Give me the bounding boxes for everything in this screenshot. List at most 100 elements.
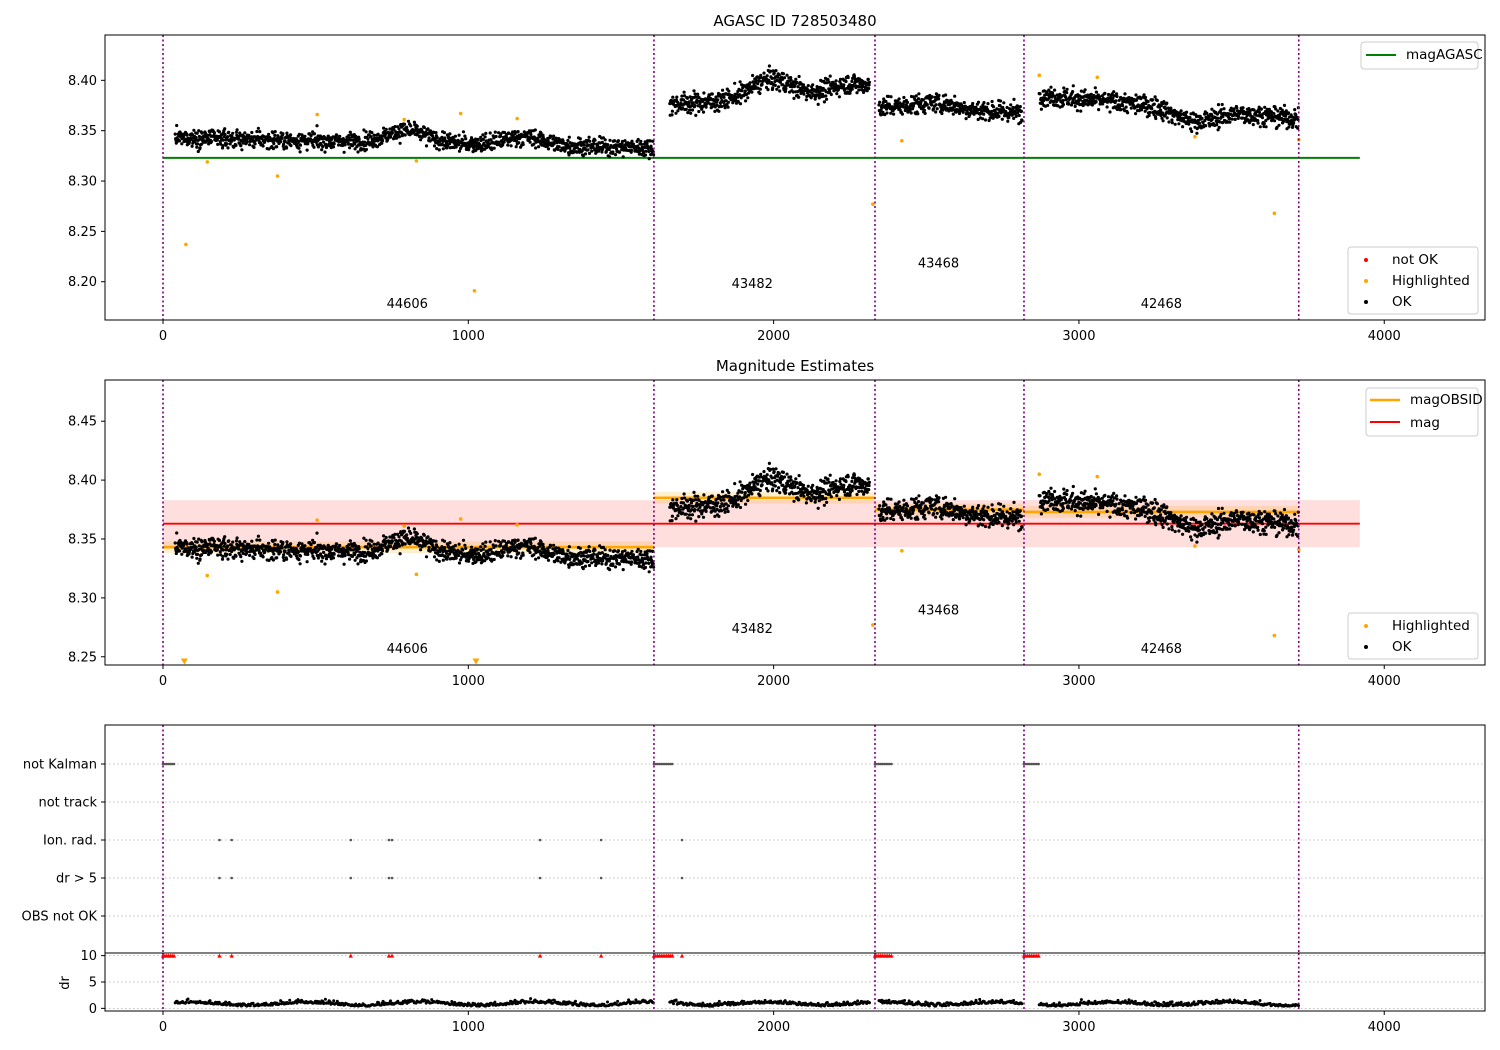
data-point-ok [1120,104,1125,108]
data-point-ok [1119,108,1123,112]
data-point-ok [442,131,446,135]
data-point-ok [1222,107,1226,111]
data-point-ok [916,112,920,116]
data-point-ok [848,91,852,95]
data-point-ok [616,139,621,143]
data-point-ok [513,540,517,544]
data-point-ok [537,145,541,149]
data-point-ok [690,108,695,112]
data-point-ok [559,149,563,153]
data-point-ok [857,88,861,92]
data-point-ok [424,144,429,148]
data-point-ok [1094,100,1098,104]
data-point-ok [916,500,921,504]
data-point-ok [370,539,374,543]
data-point-ok [804,501,809,505]
data-point-ok [644,149,648,153]
data-point-ok [303,544,307,548]
y-tick-label: 8.30 [68,175,97,190]
data-point-ok [608,138,612,142]
data-point-ok [1259,107,1263,111]
data-point-ok [1153,95,1157,99]
data-point-ok [825,97,829,101]
data-point-ok [884,503,888,507]
data-point-ok [674,517,678,521]
data-point-ok [1187,122,1191,126]
data-point-ok [369,544,373,548]
data-point-ok [337,143,341,147]
data-point-ok [930,103,934,107]
data-point-ok [554,136,558,140]
data-point-ok [743,491,747,495]
data-point-ok [588,139,592,143]
data-point-ok [237,137,241,141]
data-point-ok [190,133,194,137]
data-point-ok [581,154,585,158]
data-point-ok [852,74,857,78]
data-point-ok [552,543,556,547]
data-point-ok [822,100,827,104]
data-point-ok [696,494,700,498]
data-point-ok [1106,92,1111,97]
data-point-ok [801,83,806,87]
data-point-ok [835,92,839,96]
data-point-ok [321,556,325,560]
data-point-ok [445,141,449,145]
data-point-ok [489,138,493,142]
data-point-ok [1053,88,1057,92]
data-point-ok [280,136,284,140]
data-point-ok [921,98,925,102]
data-point-ok [405,125,409,129]
data-point-ok [312,145,316,149]
data-point-ok [1012,97,1016,101]
data-point-ok [506,554,510,558]
data-point-ok [1079,109,1083,113]
data-point-ok [283,549,287,553]
data-point-ok [422,125,426,130]
data-point-ok [1165,116,1169,120]
data-point-ok [217,538,222,543]
data-point-ok [750,90,754,94]
data-point-ok [448,132,452,136]
data-point-ok [877,507,881,511]
data-point-ok [481,133,485,137]
data-point-ok [676,109,680,113]
data-point-ok [552,553,556,557]
data-point-ok [578,137,582,141]
data-point-ok [488,540,492,544]
data-point-ok [250,539,254,543]
data-point-ok [976,100,981,104]
data-point-ok [220,557,225,561]
data-point-ok [280,546,284,550]
data-point-ok [228,552,232,557]
data-point-ok [583,152,588,156]
data-point-ok [356,150,360,154]
data-point-ok [271,147,275,151]
data-point-ok [784,89,788,93]
x-tick-label: 4000 [1368,329,1401,344]
data-point-ok [682,94,687,98]
data-point-ok [690,104,694,108]
data-point-highlighted [515,116,519,121]
data-point-ok [670,109,675,113]
data-point-ok [234,143,238,147]
data-point-ok [586,559,590,564]
data-point-ok [348,539,352,543]
data-point-ok [194,136,198,140]
data-point-ok [718,505,723,509]
data-point-ok [792,96,796,100]
data-point-ok [1161,119,1165,123]
data-point-ok [279,550,283,554]
data-point-ok [1252,108,1256,112]
data-point-ok [364,130,368,134]
data-point-ok [239,555,243,559]
data-point-ok [303,134,307,138]
data-point-ok [680,94,684,98]
data-point-ok [200,142,204,146]
data-point-ok [509,555,513,559]
data-point-ok [403,133,407,137]
data-point-ok [221,554,225,559]
data-point-ok [406,526,411,530]
data-point-ok [880,103,884,107]
data-point-ok [409,124,413,128]
